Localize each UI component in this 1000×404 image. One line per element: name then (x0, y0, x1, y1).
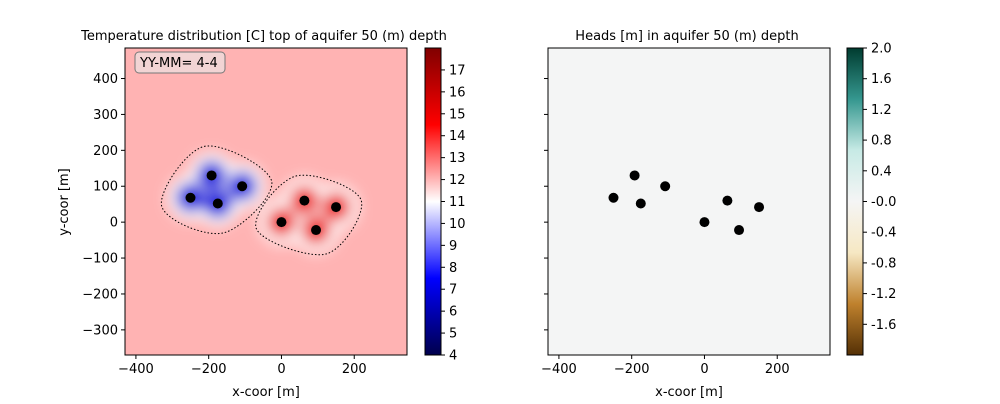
temperature-panel: Temperature distribution [C] top of aqui… (57, 29, 466, 400)
x-tick-label: −400 (541, 362, 577, 377)
heads-y-ticks (544, 78, 548, 331)
colorbar-tick-label: 8 (449, 261, 457, 276)
x-tick-label: 200 (342, 362, 367, 377)
heads-colorbar-fill (847, 48, 863, 355)
well-point (660, 181, 671, 192)
cold-plume-contour (161, 145, 273, 235)
well-point (206, 170, 217, 181)
date-annotation-box (134, 51, 226, 74)
well-point (185, 192, 196, 203)
x-tick-label: 0 (277, 362, 285, 377)
colorbar-tick-label: 1.6 (871, 72, 892, 87)
colorbar-tick-label: 17 (449, 63, 466, 78)
colorbar-tick-label: 11 (449, 195, 466, 210)
heads-wells (608, 170, 765, 236)
colorbar-tick-label: 2.0 (871, 42, 892, 57)
colorbar-tick-label: -0.4 (871, 226, 896, 241)
well-point (699, 217, 710, 228)
heads-title: Heads [m] in aquifer 50 (m) depth (575, 29, 798, 44)
heads-field (548, 48, 830, 355)
colorbar-tick-label: 9 (449, 239, 457, 254)
temperature-field (125, 48, 407, 355)
well-point (276, 217, 287, 228)
temperature-wells (185, 170, 342, 236)
y-tick-label: 400 (93, 72, 118, 87)
well-point (722, 195, 733, 206)
temperature-background (125, 48, 407, 355)
colorbar-tick-label: 7 (449, 283, 457, 298)
y-tick-label: −200 (82, 287, 118, 302)
well-point (311, 225, 322, 236)
date-annotation: YY-MM= 4-4 (134, 51, 226, 74)
x-tick-label: −400 (118, 362, 154, 377)
temperature-y-ticks: −300 −200 −100 0 100 200 300 400 (82, 72, 125, 338)
warm-plume-contour (255, 174, 363, 256)
well-point (608, 192, 619, 203)
heads-panel: Heads [m] in aquifer 50 (m) depth −400 −2… (541, 29, 896, 400)
well-point (635, 198, 646, 209)
well-point (754, 202, 765, 213)
colorbar-tick-label: 0.4 (871, 164, 892, 179)
colorbar-tick-label: 6 (449, 305, 457, 320)
y-tick-label: 0 (110, 216, 118, 231)
x-tick-label: 0 (700, 362, 708, 377)
temperature-x-ticks: −400 −200 0 200 (118, 355, 367, 377)
colorbar-tick-label: -0.0 (871, 195, 896, 210)
y-tick-label: 100 (93, 180, 118, 195)
y-tick-label: −100 (82, 252, 118, 267)
colorbar-tick-label: 5 (449, 327, 457, 342)
well-point (629, 170, 640, 181)
colorbar-tick-label: 4 (449, 349, 457, 364)
heads-colorbar: 2.0 1.6 1.2 0.8 0.4 -0.0 -0.4 -0.8 -1.2 -1.6 (846, 42, 896, 356)
x-tick-label: −200 (614, 362, 650, 377)
date-annotation-text: YY-MM= 4-4 (139, 56, 218, 71)
colorbar-tick-label: -1.6 (871, 318, 896, 333)
well-point (237, 181, 248, 192)
x-tick-label: −200 (191, 362, 227, 377)
y-tick-label: −300 (82, 323, 118, 338)
temperature-colorbar: 4 5 6 7 8 9 10 11 12 13 14 15 16 17 (424, 47, 466, 364)
colorbar-tick-label: 15 (449, 107, 466, 122)
y-tick-label: 300 (93, 108, 118, 123)
well-point (299, 195, 310, 206)
colorbar-tick-label: 10 (449, 217, 466, 232)
colorbar-tick-label: 12 (449, 173, 466, 188)
temperature-y-label: y-coor [m] (57, 168, 72, 236)
colorbar-tick-label: 14 (449, 129, 466, 144)
colorbar-tick-label: -0.8 (871, 256, 896, 271)
colorbar-tick-label: 0.8 (871, 134, 892, 149)
heads-x-label: x-coor [m] (655, 385, 723, 400)
colorbar-tick-label: 1.2 (871, 103, 892, 118)
temperature-axes-frame (124, 47, 408, 356)
heads-x-ticks: −400 −200 0 200 (541, 355, 790, 377)
colorbar-tick-label: -1.2 (871, 287, 896, 302)
temperature-title: Temperature distribution [C] top of aqui… (80, 29, 447, 44)
well-point (734, 225, 745, 236)
colorbar-tick-label: 16 (449, 85, 466, 100)
heads-axes-frame (547, 47, 831, 356)
well-point (331, 202, 342, 213)
x-tick-label: 200 (765, 362, 790, 377)
y-tick-label: 200 (93, 144, 118, 159)
well-point (212, 198, 223, 209)
temperature-x-label: x-coor [m] (232, 385, 300, 400)
colorbar-tick-label: 13 (449, 151, 466, 166)
temperature-colorbar-fill (425, 48, 441, 355)
